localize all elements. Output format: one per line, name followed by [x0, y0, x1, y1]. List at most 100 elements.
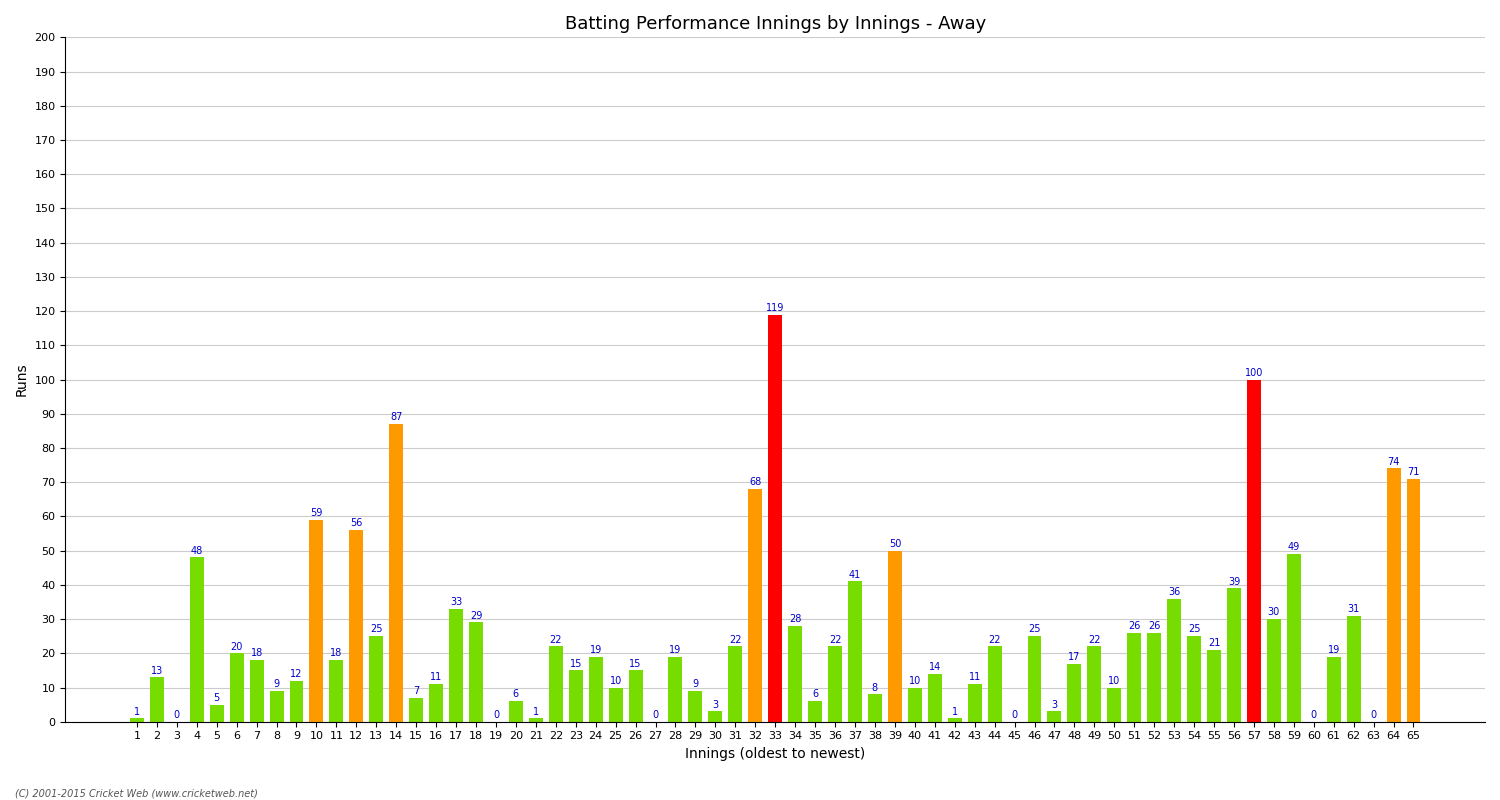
Bar	[150, 678, 164, 722]
Text: 48: 48	[190, 546, 202, 556]
Bar	[549, 646, 562, 722]
Bar	[369, 636, 384, 722]
Bar	[847, 582, 862, 722]
Bar	[1148, 633, 1161, 722]
Text: 119: 119	[766, 302, 784, 313]
Text: 0: 0	[494, 710, 500, 720]
Bar	[1326, 657, 1341, 722]
Text: 26: 26	[1148, 621, 1161, 631]
Bar	[388, 424, 404, 722]
Bar	[1386, 469, 1401, 722]
Text: 25: 25	[1029, 625, 1041, 634]
Text: 39: 39	[1228, 577, 1240, 586]
Text: 26: 26	[1128, 621, 1140, 631]
Bar	[588, 657, 603, 722]
Text: 21: 21	[1208, 638, 1219, 648]
Text: 71: 71	[1407, 467, 1419, 477]
Bar	[748, 489, 762, 722]
Bar	[788, 626, 802, 722]
Text: 36: 36	[1168, 587, 1180, 597]
Bar	[410, 698, 423, 722]
Text: 59: 59	[310, 508, 322, 518]
Text: 20: 20	[231, 642, 243, 651]
Bar	[530, 718, 543, 722]
Text: 87: 87	[390, 412, 402, 422]
Bar	[669, 657, 682, 722]
Text: 22: 22	[988, 634, 1000, 645]
Text: 10: 10	[1108, 676, 1120, 686]
Bar	[1167, 598, 1180, 722]
Bar	[1246, 379, 1262, 722]
Text: 6: 6	[812, 690, 818, 699]
Bar	[210, 705, 224, 722]
Text: 25: 25	[370, 625, 382, 634]
Bar	[1028, 636, 1041, 722]
Text: 29: 29	[470, 610, 482, 621]
Text: 18: 18	[330, 649, 342, 658]
Text: 18: 18	[251, 649, 262, 658]
Bar	[768, 314, 782, 722]
Bar	[568, 670, 582, 722]
Bar	[1208, 650, 1221, 722]
Bar	[908, 687, 922, 722]
X-axis label: Innings (oldest to newest): Innings (oldest to newest)	[686, 747, 865, 761]
Bar	[688, 691, 702, 722]
Text: 15: 15	[570, 658, 582, 669]
Text: 0: 0	[652, 710, 658, 720]
Text: 15: 15	[630, 658, 642, 669]
Text: 0: 0	[1311, 710, 1317, 720]
Bar	[230, 654, 243, 722]
Bar	[928, 674, 942, 722]
Text: 6: 6	[513, 690, 519, 699]
Text: 0: 0	[1011, 710, 1017, 720]
Text: 41: 41	[849, 570, 861, 580]
Text: 19: 19	[669, 645, 681, 655]
Text: 3: 3	[1052, 700, 1058, 710]
Text: 9: 9	[273, 679, 279, 690]
Bar	[987, 646, 1002, 722]
Bar	[1107, 687, 1122, 722]
Text: 8: 8	[871, 682, 877, 693]
Bar	[509, 701, 524, 722]
Text: 30: 30	[1268, 607, 1280, 618]
Text: 11: 11	[430, 672, 442, 682]
Text: (C) 2001-2015 Cricket Web (www.cricketweb.net): (C) 2001-2015 Cricket Web (www.cricketwe…	[15, 788, 258, 798]
Bar	[1268, 619, 1281, 722]
Bar	[708, 711, 723, 722]
Bar	[1287, 554, 1300, 722]
Text: 17: 17	[1068, 652, 1080, 662]
Bar	[1047, 711, 1062, 722]
Bar	[1186, 636, 1202, 722]
Text: 1: 1	[532, 706, 538, 717]
Bar	[1347, 616, 1360, 722]
Bar	[828, 646, 842, 722]
Text: 68: 68	[748, 478, 762, 487]
Text: 19: 19	[590, 645, 602, 655]
Bar	[609, 687, 622, 722]
Bar	[429, 684, 442, 722]
Text: 12: 12	[291, 669, 303, 679]
Text: 19: 19	[1328, 645, 1340, 655]
Bar	[968, 684, 981, 722]
Bar	[448, 609, 464, 722]
Bar	[628, 670, 642, 722]
Text: 10: 10	[609, 676, 622, 686]
Text: 22: 22	[549, 634, 562, 645]
Bar	[270, 691, 284, 722]
Text: 7: 7	[413, 686, 420, 696]
Text: 50: 50	[888, 539, 902, 549]
Text: 33: 33	[450, 597, 462, 607]
Text: 28: 28	[789, 614, 801, 624]
Text: 5: 5	[213, 693, 220, 703]
Text: 13: 13	[150, 666, 164, 675]
Bar	[948, 718, 962, 722]
Title: Batting Performance Innings by Innings - Away: Batting Performance Innings by Innings -…	[564, 15, 986, 33]
Bar	[190, 558, 204, 722]
Text: 22: 22	[830, 634, 842, 645]
Text: 9: 9	[693, 679, 699, 690]
Text: 74: 74	[1388, 457, 1400, 466]
Text: 22: 22	[729, 634, 741, 645]
Text: 1: 1	[134, 706, 140, 717]
Bar	[249, 660, 264, 722]
Bar	[1227, 588, 1240, 722]
